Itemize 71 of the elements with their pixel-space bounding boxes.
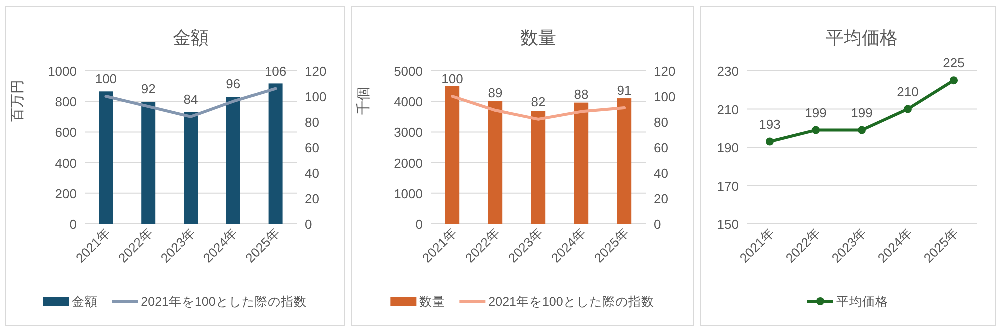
chart-title: 平均価格: [826, 28, 898, 48]
bar: [574, 102, 589, 224]
y-tick-label: 5000: [394, 64, 423, 79]
y2-tick-label: 80: [305, 115, 320, 130]
data-label: 91: [617, 82, 632, 98]
y-tick-label: 230: [717, 64, 739, 79]
bar: [531, 111, 546, 224]
y2-tick-label: 40: [654, 166, 668, 181]
bar: [184, 112, 198, 224]
y-tick-label: 3000: [394, 125, 423, 140]
bar: [268, 84, 283, 224]
bar: [142, 102, 156, 224]
data-label: 82: [531, 94, 546, 110]
legend-label: 金額: [72, 295, 98, 309]
y2-tick-label: 100: [654, 90, 676, 104]
data-label: 96: [226, 76, 241, 92]
data-label: 84: [184, 92, 198, 107]
data-label: 100: [95, 72, 118, 86]
bar: [226, 97, 240, 224]
legend-label: 数量: [420, 295, 446, 309]
y-tick-label: 1000: [48, 64, 77, 79]
point: [950, 76, 958, 85]
y-axis-title: 千個: [355, 87, 371, 115]
y2-tick-label: 40: [305, 166, 320, 181]
bar: [488, 101, 503, 224]
point: [858, 126, 866, 134]
y2-tick-label: 100: [305, 90, 327, 104]
data-label: 89: [488, 86, 503, 101]
y2-tick-label: 20: [305, 192, 320, 206]
legend-label: 平均価格: [836, 295, 888, 309]
chart-title: 数量: [520, 28, 556, 48]
bar: [445, 86, 460, 224]
point: [904, 105, 912, 114]
y2-tick-label: 20: [654, 192, 668, 206]
bar: [99, 92, 114, 224]
data-label: 193: [759, 116, 781, 132]
bar: [617, 98, 632, 224]
y-tick-label: 190: [717, 140, 739, 156]
data-label: 92: [141, 82, 156, 97]
point: [812, 126, 820, 134]
y2-tick-label: 0: [305, 217, 312, 232]
data-label: 106: [264, 64, 287, 79]
y2-tick-label: 0: [654, 217, 662, 232]
data-label: 100: [442, 72, 464, 86]
y-tick-label: 1000: [394, 186, 423, 202]
y-tick-label: 210: [717, 102, 739, 118]
data-label: 225: [943, 56, 965, 71]
y-tick-label: 170: [717, 178, 739, 194]
point: [766, 138, 774, 146]
y-tick-label: 200: [55, 186, 77, 202]
y2-tick-label: 60: [654, 140, 668, 156]
y2-tick-label: 60: [305, 140, 320, 156]
y-tick-label: 150: [717, 217, 739, 232]
y2-tick-label: 80: [654, 115, 668, 130]
y-tick-label: 0: [70, 217, 77, 232]
y2-tick-label: 120: [305, 64, 327, 79]
y-tick-label: 800: [55, 94, 77, 110]
y-tick-label: 2000: [394, 156, 423, 171]
data-label: 88: [574, 86, 589, 102]
y-tick-label: 0: [416, 217, 423, 232]
y-tick-label: 600: [55, 125, 77, 140]
y-tick-label: 4000: [394, 94, 423, 110]
chart-title: 金額: [173, 28, 209, 48]
data-label: 210: [897, 84, 919, 100]
legend-label: 2021年を100とした際の指数: [488, 295, 654, 309]
legend-label: 2021年を100とした際の指数: [141, 295, 307, 309]
y2-tick-label: 120: [654, 64, 676, 79]
y-tick-label: 400: [55, 156, 77, 171]
data-label: 199: [805, 105, 827, 120]
y-axis-title: 百万円: [9, 80, 25, 122]
data-label: 199: [851, 105, 873, 120]
